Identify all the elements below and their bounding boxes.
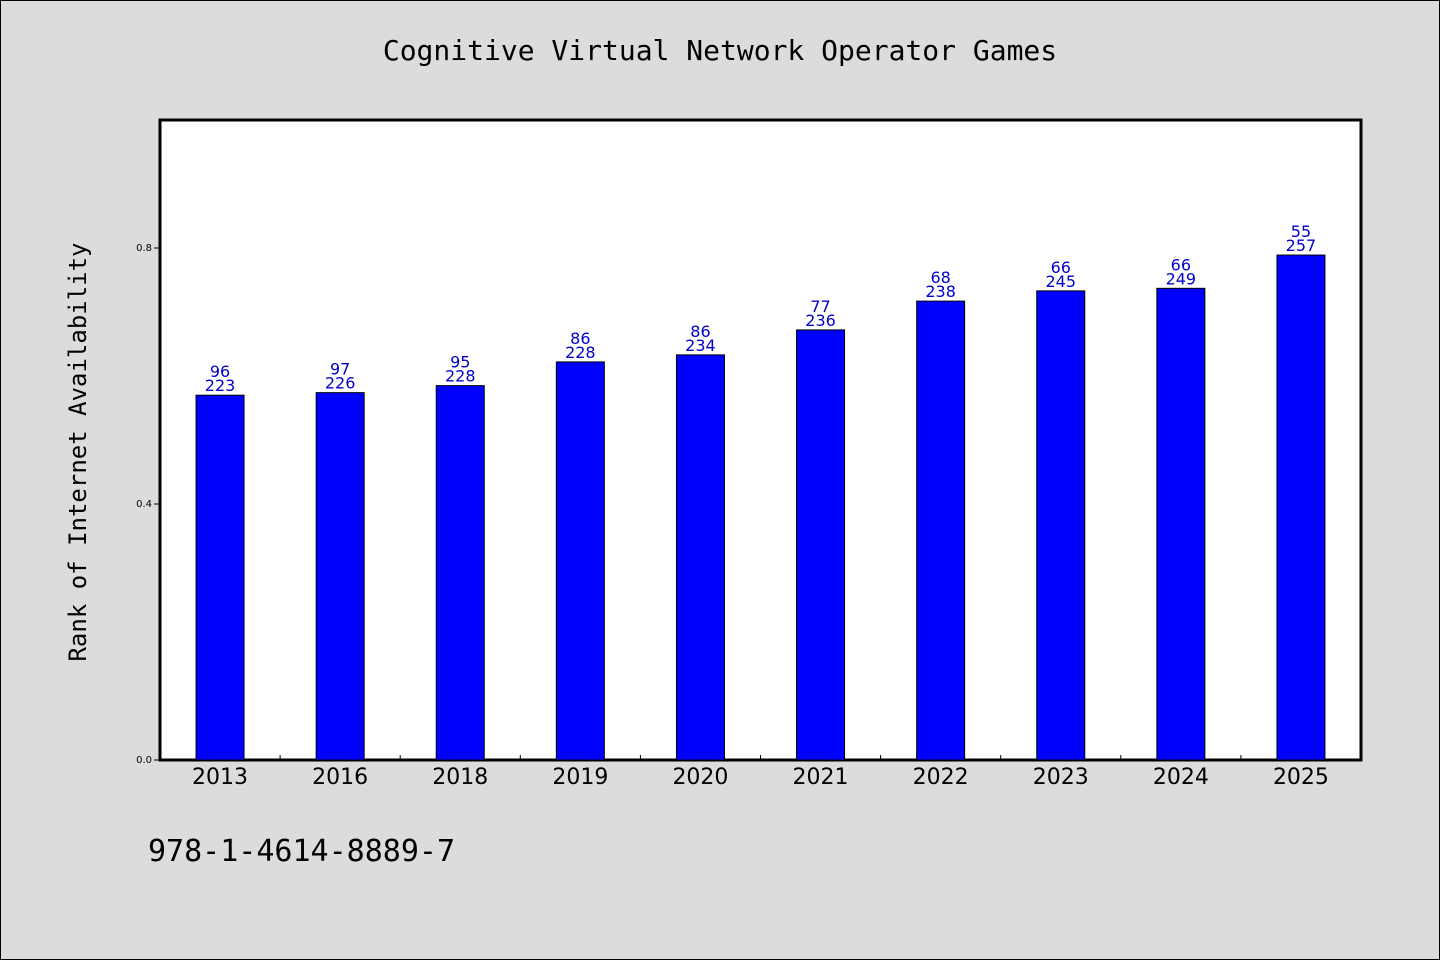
y-tick-label: 0.8 [136,243,152,254]
bar-2024 [1156,287,1206,761]
data-label-top: 66 [1171,255,1191,274]
x-tick-label: 2024 [1153,765,1209,790]
x-tick-label: 2021 [793,765,849,790]
x-tick-label: 2016 [312,765,368,790]
bar-2023 [1036,290,1086,761]
bar-2021 [796,329,846,761]
data-label-top: 55 [1291,222,1311,241]
data-label-bottom: 223 [205,376,236,395]
x-tick-label: 2023 [1033,765,1089,790]
bar-2022 [916,300,966,761]
bar-2020 [675,354,725,761]
x-tick-label: 2025 [1273,765,1329,790]
x-tick-label: 2022 [913,765,969,790]
data-label-bottom: 228 [565,343,596,362]
x-tick-label: 2019 [552,765,608,790]
data-label-bottom: 228 [445,367,476,386]
data-label-bottom: 236 [805,311,836,330]
data-label-top: 77 [810,297,830,316]
data-label-top: 66 [1051,258,1071,277]
data-label-top: 68 [930,268,950,287]
bar-2018 [435,385,485,761]
x-tick-label: 2020 [672,765,728,790]
y-tick-label: 0.4 [136,499,152,510]
x-tick-label: 2018 [432,765,488,790]
y-tick-label: 0.0 [136,755,152,766]
data-label-bottom: 245 [1045,272,1076,291]
data-label-bottom: 226 [325,374,356,393]
data-label-top: 86 [570,329,590,348]
chart-title: Cognitive Virtual Network Operator Games [382,34,1058,67]
x-axis: 2013 2016 2018 2019 2020 2021 2022 2023 2024 2025 [192,755,1329,790]
data-label-top: 96 [210,362,230,381]
data-label-bottom: 257 [1286,236,1317,255]
bar-2025 [1276,254,1326,761]
bar-2019 [555,361,605,761]
bar-series [195,254,1326,761]
bar-2013 [195,394,245,761]
data-label-top: 97 [330,360,350,379]
x-tick-label: 2013 [192,765,248,790]
data-label-top: 86 [690,322,710,341]
y-axis: 0.0 0.4 0.8 [136,243,160,766]
bar-2016 [315,392,365,761]
data-label-bottom: 249 [1166,269,1197,288]
isbn-label: 978-1-4614-8889-7 [148,834,456,869]
data-label-top: 95 [450,353,470,372]
data-label-bottom: 234 [685,336,716,355]
data-label-bottom: 238 [925,282,956,301]
